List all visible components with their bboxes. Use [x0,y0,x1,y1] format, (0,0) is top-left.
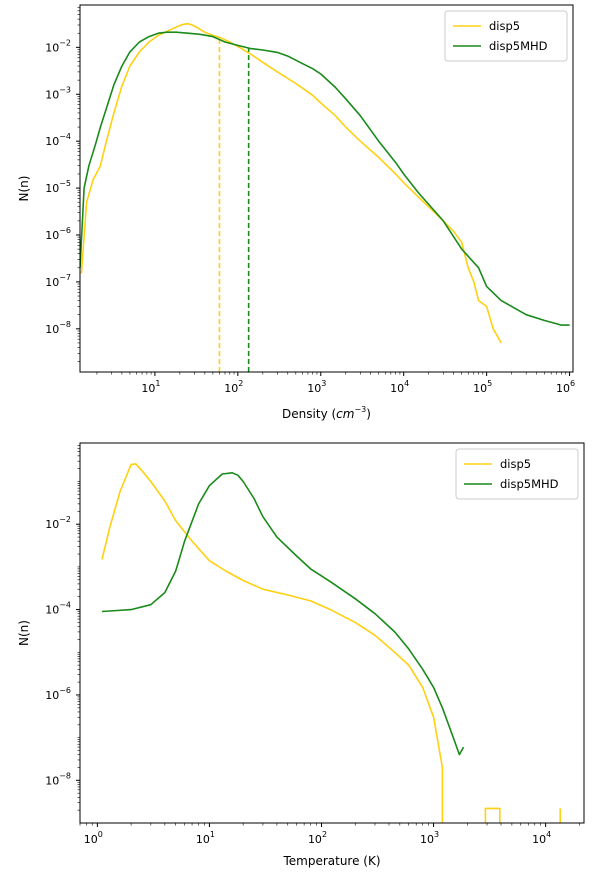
legend-box [455,448,579,500]
plot-frame [79,442,585,824]
y-tick-label: 10−4 [45,601,71,617]
legend-label-disp5mhd: disp5MHD [500,477,559,491]
series-group [80,22,570,344]
x-tick-label: 102 [224,379,243,395]
x-tick-label: 103 [307,379,326,395]
y-axis-label: N(n) [17,176,31,202]
x-tick-label: 104 [390,379,409,395]
y-tick-label: 10−2 [45,38,71,54]
legend-label-disp5mhd: disp5MHD [489,39,548,53]
series-line-disp5 [484,807,501,823]
y-tick-label: 10−8 [45,771,71,787]
x-tick-label: 104 [532,830,551,846]
series-line-disp5mhd [80,31,570,326]
y-tick-label: 10−3 [45,85,71,101]
y-tick-label: 10−4 [45,132,71,148]
y-axis-label: N(n) [17,620,31,646]
series-line-disp5 [101,462,444,823]
y-tick-label: 10−6 [45,686,71,702]
y-tick-label: 10−8 [45,320,71,336]
series-line-disp5mhd [101,471,465,756]
x-tick-label: 103 [420,830,439,846]
x-axis-label: Density (cm−3) [282,405,371,421]
chart-1: 100 101 102 103 104 10−8 10−6 10−4 10−2 Temperatu… [17,442,585,868]
y-tick-label: 10−7 [45,273,71,289]
series-group [101,462,562,823]
x-tick-label: 105 [473,379,492,395]
legend-box [444,10,568,62]
chart-0: 101 102 103 104 105 106 10−8 10−7 10−6 10−5 10−4 10… [17,4,575,421]
x-tick-label: 101 [196,830,215,846]
legend-label-disp5: disp5 [500,457,531,471]
legend-label-disp5: disp5 [489,19,520,33]
x-tick-label: 102 [308,830,327,846]
series-line-disp5 [80,22,502,344]
x-tick-label: 101 [141,379,160,395]
y-tick-label: 10−6 [45,226,71,242]
y-tick-label: 10−2 [45,515,71,531]
y-tick-label: 10−5 [45,179,71,195]
x-axis-label: Temperature (K) [282,854,380,868]
x-tick-label: 106 [556,379,575,395]
x-tick-label: 100 [84,830,103,846]
